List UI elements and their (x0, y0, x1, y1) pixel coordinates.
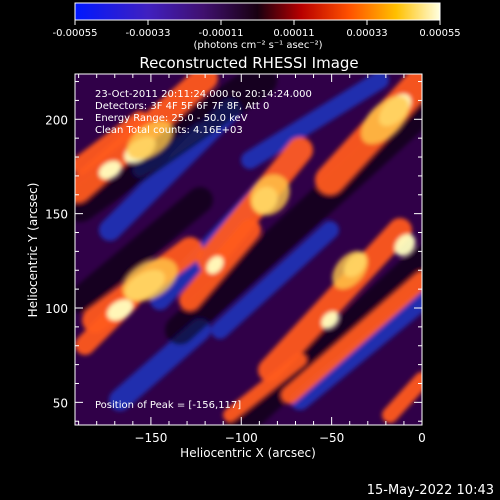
x-tick-label: 0 (418, 431, 426, 445)
colorbar-tick-label: 0.00011 (273, 28, 314, 39)
annotation-line: Position of Peak = [-156,117] (95, 400, 241, 411)
colorbar-tick-label: -0.00011 (199, 28, 244, 39)
x-axis-label: Heliocentric X (arcsec) (180, 446, 316, 460)
y-axis-label: Heliocentric Y (arcsec) (26, 183, 40, 318)
y-tick-label: 50 (53, 396, 68, 410)
colorbar-tick-label: 0.00033 (346, 28, 387, 39)
x-tick-label: −150 (134, 431, 167, 445)
colorbar-ticks: -0.00055 -0.00033 -0.00011 0.00011 0.00033 0.… (53, 20, 461, 39)
annotation-line: Clean Total counts: 4.16E+03 (95, 125, 243, 136)
colorbar-tick-label: -0.00055 (53, 28, 98, 39)
y-tick-label: 200 (45, 113, 68, 127)
colorbar (74, 2, 441, 21)
plot-frame (74, 73, 423, 426)
y-tick-label: 150 (45, 208, 68, 222)
y-axis: 50 100 150 200 (45, 81, 422, 422)
x-tick-label: −100 (225, 431, 258, 445)
colorbar-tick-label: 0.00055 (419, 28, 460, 39)
annotation-line: Energy Range: 25.0 - 50.0 keV (95, 113, 248, 124)
y-tick-label: 100 (45, 302, 68, 316)
colorbar-unit-label: (photons cm⁻² s⁻¹ asec⁻²) (193, 40, 322, 51)
annotation-line: Detectors: 3F 4F 5F 6F 7F 8F, Att 0 (95, 101, 269, 112)
annotations: 23-Oct-2011 20:11:24.000 to 20:14:24.000… (95, 89, 312, 411)
annotation-line: 23-Oct-2011 20:11:24.000 to 20:14:24.000 (95, 89, 312, 100)
heatmap-image (75, 74, 422, 425)
x-axis: −150 −100 −50 0 (78, 74, 426, 445)
chart-title: Reconstructed RHESSI Image (139, 54, 358, 72)
x-tick-label: −50 (319, 431, 344, 445)
colorbar-tick-label: -0.00033 (126, 28, 171, 39)
timestamp: 15-May-2022 10:43 (367, 483, 494, 498)
